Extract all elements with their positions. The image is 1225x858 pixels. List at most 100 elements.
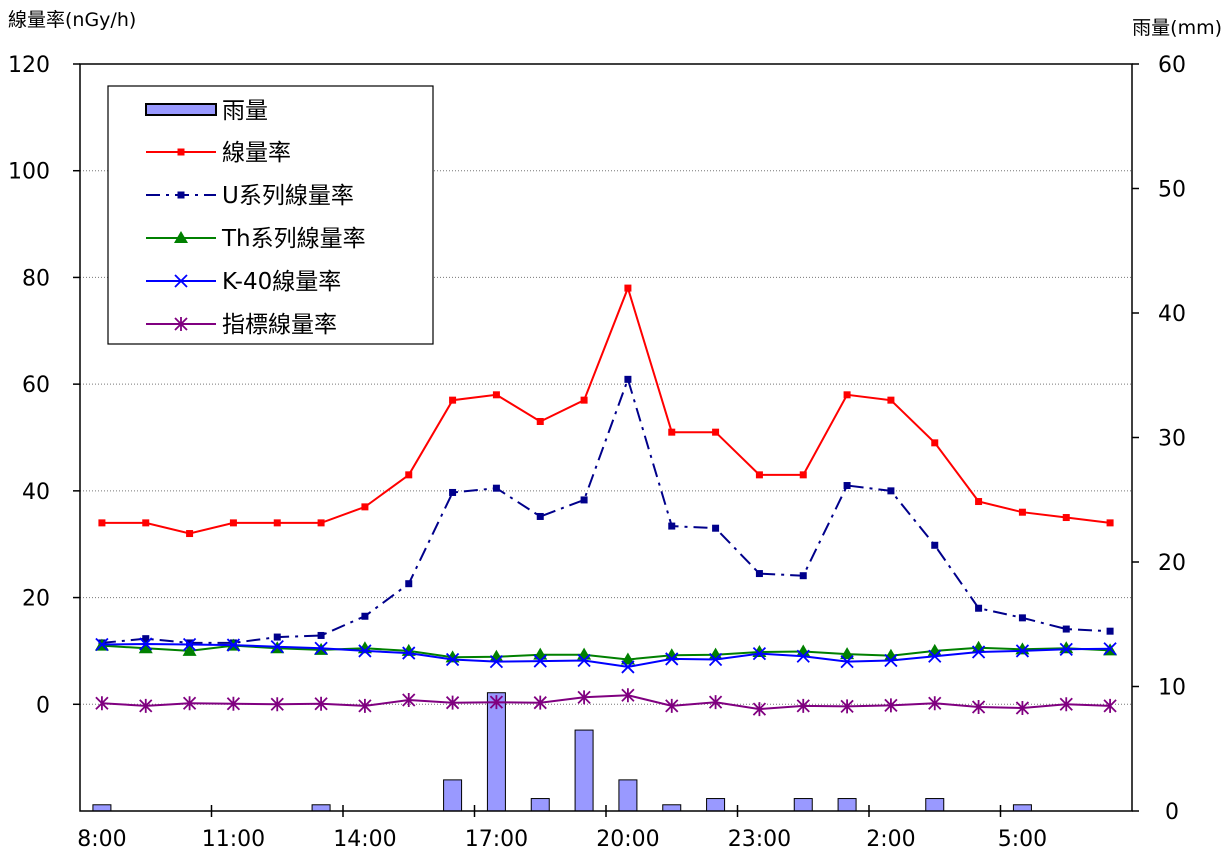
data-point — [708, 652, 723, 667]
left-tick-label: 100 — [8, 160, 50, 185]
data-point — [928, 696, 942, 711]
data-point — [755, 471, 763, 479]
data-point — [174, 317, 188, 331]
data-point — [577, 653, 591, 668]
data-point — [665, 698, 679, 713]
data-point — [361, 503, 369, 511]
data-point — [971, 645, 986, 659]
left-tick-label: 0 — [36, 693, 50, 718]
data-point — [186, 530, 194, 538]
right-axis-label: 雨量(mm) — [1132, 17, 1222, 39]
data-point — [533, 647, 548, 660]
data-point — [533, 695, 547, 710]
x-tick-label: 17:00 — [465, 827, 528, 852]
data-point — [317, 631, 325, 639]
data-point — [314, 696, 328, 711]
rain-bar — [706, 798, 726, 812]
data-point — [445, 695, 460, 710]
data-point — [887, 487, 895, 495]
data-point — [621, 660, 635, 674]
legend-box — [107, 85, 434, 345]
data-point — [317, 519, 325, 527]
right-tick-label: 0 — [1165, 800, 1179, 825]
x-tick-label: 14:00 — [333, 827, 396, 852]
data-point — [752, 702, 767, 717]
data-point — [668, 522, 676, 530]
rain-bar — [530, 798, 550, 812]
data-point — [975, 604, 983, 612]
data-point — [971, 699, 986, 714]
data-point — [712, 428, 720, 436]
data-point — [799, 471, 807, 479]
x-tick-label: 2:00 — [866, 827, 915, 852]
data-point — [577, 647, 592, 660]
data-point — [138, 641, 153, 654]
data-point — [536, 512, 544, 520]
data-point — [98, 519, 106, 527]
right-tick-label: 50 — [1158, 178, 1186, 203]
x-tick-label: 11:00 — [202, 827, 265, 852]
data-point — [533, 654, 547, 668]
right-tick-label: 60 — [1158, 53, 1186, 78]
data-point — [229, 519, 237, 527]
data-point — [273, 633, 281, 641]
rain-bar — [92, 804, 112, 812]
series-line — [101, 376, 1111, 644]
data-point — [1106, 627, 1114, 635]
legend-label: Th系列線量率 — [221, 226, 366, 252]
data-point — [708, 695, 723, 710]
data-point — [445, 652, 460, 667]
data-point — [840, 699, 854, 714]
data-point — [139, 698, 153, 713]
rain-bar — [311, 804, 331, 812]
data-point — [755, 570, 763, 578]
rain-bar — [925, 798, 945, 812]
data-point — [536, 417, 544, 425]
left-tick-label: 80 — [22, 266, 50, 291]
left-tick-label: 120 — [8, 53, 50, 78]
data-point — [358, 644, 372, 658]
data-point — [1018, 508, 1026, 516]
data-point — [796, 649, 810, 663]
data-point — [665, 652, 679, 666]
rain-bar — [443, 779, 463, 812]
data-point — [1015, 701, 1030, 716]
rain-bar — [618, 779, 638, 812]
series-lines — [94, 284, 1118, 717]
data-point — [928, 649, 942, 663]
series-line — [101, 694, 1111, 711]
data-point — [1015, 644, 1030, 658]
legend-label: U系列線量率 — [222, 183, 354, 209]
data-point — [177, 191, 185, 199]
data-point — [931, 439, 939, 447]
data-point — [752, 646, 767, 661]
data-point — [95, 696, 109, 711]
data-point — [226, 696, 241, 711]
data-point — [975, 498, 983, 506]
series-line — [101, 642, 1111, 668]
data-point — [489, 695, 504, 710]
data-point — [1106, 519, 1114, 527]
right-tick-label: 20 — [1158, 551, 1186, 576]
rain-bar — [486, 692, 506, 812]
data-point — [270, 697, 284, 712]
left-axis: 120 100 80 60 40 20 0 — [8, 53, 80, 718]
data-point — [1018, 614, 1026, 622]
data-point — [668, 428, 676, 436]
data-point — [796, 698, 810, 713]
right-axis: 60 50 40 30 20 10 0 — [1132, 53, 1186, 825]
left-tick-label: 60 — [22, 373, 50, 398]
data-point — [186, 639, 194, 647]
data-point — [884, 698, 898, 713]
data-point — [620, 652, 635, 665]
right-tick-label: 10 — [1158, 676, 1186, 701]
data-point — [712, 524, 720, 532]
data-point — [1103, 642, 1117, 656]
data-point — [449, 488, 457, 496]
data-point — [1059, 641, 1074, 654]
data-point — [358, 698, 372, 713]
right-tick-label: 40 — [1158, 302, 1186, 327]
data-point — [577, 690, 591, 705]
